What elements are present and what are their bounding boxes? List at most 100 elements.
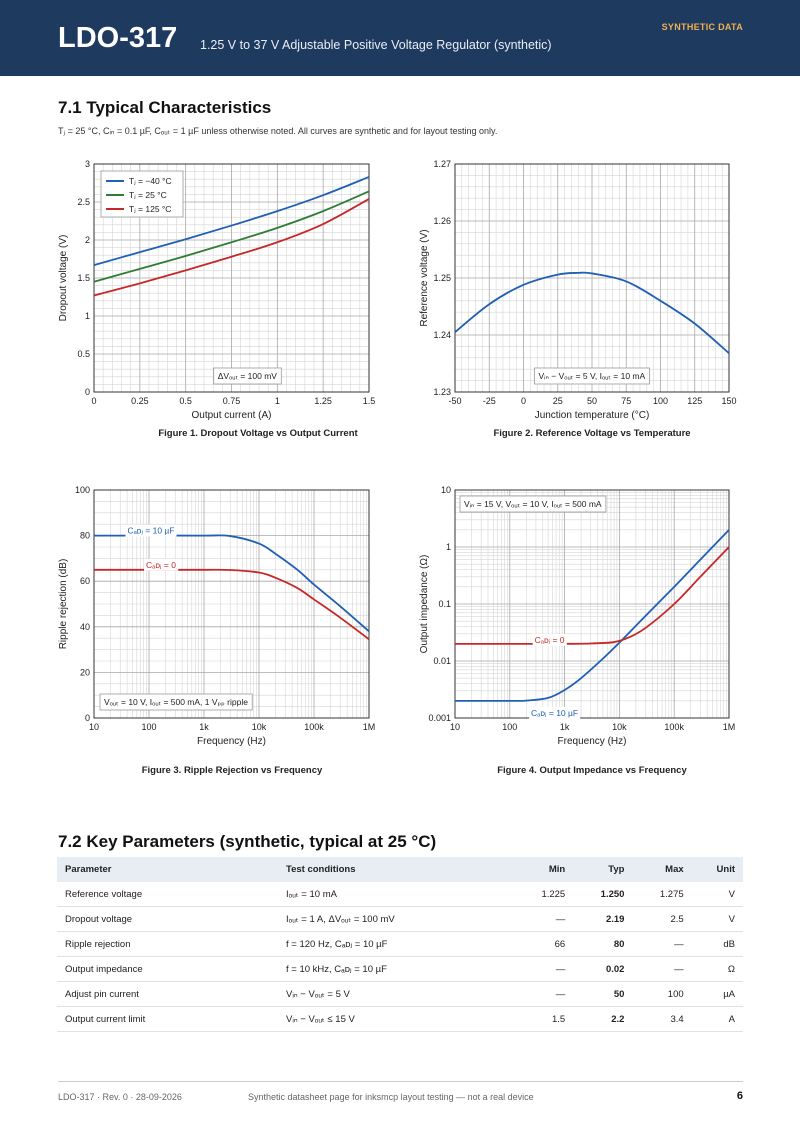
y-tick-label: 0.001	[428, 713, 451, 723]
cell-typ: 2.19	[573, 906, 633, 932]
table-row: Output current limit Vᵢₙ − Vₒᵤₜ ≤ 15 V 1.5…	[57, 1006, 743, 1032]
annotation-box	[99, 693, 253, 711]
series-line-1	[94, 534, 370, 633]
x-tick-label: 100	[502, 722, 517, 732]
x-tick-label: 1.25	[314, 396, 332, 406]
y-tick-label: 1	[446, 542, 451, 552]
legend-label: Tⱼ = 125 °C	[129, 204, 171, 214]
y-tick-label: 20	[80, 667, 90, 677]
y-tick-label: 80	[80, 531, 90, 541]
y-tick-label: 1.23	[433, 387, 451, 397]
cell-conditions: f = 120 Hz, Cₐᴅⱼ = 10 µF	[278, 931, 514, 957]
synthetic-badge: SYNTHETIC DATA	[661, 22, 743, 32]
x-axis-label: Frequency (Hz)	[558, 736, 627, 747]
y-tick-label: 1	[85, 311, 90, 321]
y-tick-label: 0.5	[77, 349, 90, 359]
cell-min: 1.225	[514, 882, 574, 907]
y-tick-label: 1.5	[77, 273, 90, 283]
y-tick-label: 40	[80, 622, 90, 632]
header-parameter: Parameter	[57, 857, 278, 882]
header-unit: Unit	[691, 857, 743, 882]
x-tick-label: 1k	[560, 722, 570, 732]
x-tick-label: 150	[721, 396, 736, 406]
cell-conditions: Vᵢₙ − Vₒᵤₜ = 5 V	[278, 981, 514, 1007]
y-tick-label: 60	[80, 576, 90, 586]
legend-label: Tⱼ = −40 °C	[129, 176, 172, 186]
chart-4: 10 100 1k 10k 100k 1M 0.001 0.01 0.1 1 10 Frequency…	[419, 485, 735, 747]
section-title-parameters: 7.2 Key Parameters (synthetic, typical a…	[58, 832, 437, 851]
table-row: Reference voltage Iₒᵤₜ = 10 mA 1.225 1.250 1…	[57, 882, 743, 907]
x-tick-label: 0.5	[179, 396, 192, 406]
cell-parameter: Reference voltage	[57, 882, 278, 907]
series-line-1	[454, 271, 730, 354]
cell-max: 100	[632, 981, 692, 1007]
x-tick-label: 100k	[304, 722, 324, 732]
cell-min: —	[514, 906, 574, 932]
cell-min: 1.5	[514, 1006, 574, 1032]
chart-2: -50 -25 0 25 50 75 100 125 150 1.23 1.24 1.25 1.26 1.…	[419, 159, 737, 421]
cell-max: 2.5	[632, 906, 692, 932]
charts-canvas: 0 0.25 0.5 0.75 1 1.25 1.5 0 0.5 1 1.5 2 2.5 3 Output …	[58, 159, 737, 747]
cell-unit: V	[691, 882, 743, 907]
cell-parameter: Ripple rejection	[57, 931, 278, 957]
section-title-typical: 7.1 Typical Characteristics	[58, 98, 272, 117]
y-tick-label: 3	[85, 159, 90, 169]
chart-grid	[93, 489, 370, 719]
y-tick-label: 0.1	[438, 599, 451, 609]
series-label: Cₐᴅⱼ = 10 µF	[127, 526, 174, 536]
y-tick-label: 1.27	[433, 159, 451, 169]
y-tick-label: 0	[85, 387, 90, 397]
figure-2-caption: Figure 2. Reference Voltage vs Temperatu…	[493, 428, 691, 439]
cell-min: —	[514, 981, 574, 1007]
x-tick-label: 1M	[723, 722, 736, 732]
x-tick-label: -50	[448, 396, 461, 406]
annotation-box	[213, 367, 282, 385]
chart-annotation: Vᵢₙ − Vₒᵤₜ = 5 V, Iₒᵤₜ = 10 mA	[538, 371, 645, 381]
x-tick-label: 10k	[612, 722, 627, 732]
plot-frame	[454, 489, 730, 719]
header-banner: LDO-317 1.25 V to 37 V Adjustable Positi…	[0, 0, 800, 76]
y-axis-label: Ripple rejection (dB)	[58, 559, 69, 650]
y-tick-label: 10	[441, 485, 451, 495]
series-label: Cₐᴅⱼ = 0	[535, 635, 565, 645]
chart-annotation: ΔVₒᵤₜ = 100 mV	[218, 371, 278, 381]
cell-typ: 1.250	[573, 882, 633, 907]
cell-parameter: Dropout voltage	[57, 906, 278, 932]
x-tick-label: 100k	[664, 722, 684, 732]
x-tick-label: 25	[553, 396, 563, 406]
cell-typ: 80	[573, 931, 633, 957]
series-line-2	[94, 568, 370, 641]
x-tick-label: 50	[587, 396, 597, 406]
series-label-bg	[529, 706, 581, 719]
table-row: Dropout voltage Iₒᵤₜ = 1 A, ΔVₒᵤₜ = 100 m…	[57, 906, 743, 932]
series-line-3	[93, 198, 370, 297]
series-line-1	[454, 529, 730, 702]
series-label-bg	[532, 633, 567, 646]
cell-max: 1.275	[632, 882, 692, 907]
table-row: Adjust pin current Vᵢₙ − Vₒᵤₜ = 5 V —50 100…	[57, 981, 743, 1007]
footer-revision: LDO-317 · Rev. 0 · 28-09-2026	[58, 1092, 182, 1102]
cell-min: —	[514, 956, 574, 982]
x-tick-label: 0	[91, 396, 96, 406]
header-conditions: Test conditions	[278, 857, 514, 882]
header-min: Min	[514, 857, 574, 882]
x-tick-label: 1.5	[363, 396, 376, 406]
cell-typ: 50	[573, 981, 633, 1007]
y-tick-label: 1.24	[433, 330, 451, 340]
cell-unit: µA	[691, 981, 743, 1007]
cell-unit: V	[691, 906, 743, 932]
x-tick-label: 10k	[252, 722, 267, 732]
y-axis-label: Reference voltage (V)	[419, 229, 430, 326]
cell-max: —	[632, 931, 692, 957]
cell-conditions: Iₒᵤₜ = 10 mA	[278, 882, 514, 907]
x-axis-label: Junction temperature (°C)	[535, 410, 650, 421]
plot-frame	[454, 163, 730, 393]
chart-3: 10 100 1k 10k 100k 1M 0 20 40 60 80 100 Frequency (H…	[58, 485, 375, 747]
cell-conditions: f = 10 kHz, Cₐᴅⱼ = 10 µF	[278, 956, 514, 982]
cell-typ: 0.02	[573, 956, 633, 982]
x-tick-label: 10	[450, 722, 460, 732]
y-tick-label: 0.01	[433, 656, 451, 666]
page-number: 6	[736, 1090, 743, 1102]
header-subtitle: 1.25 V to 37 V Adjustable Positive Volta…	[200, 38, 552, 52]
x-tick-label: 10	[89, 722, 99, 732]
